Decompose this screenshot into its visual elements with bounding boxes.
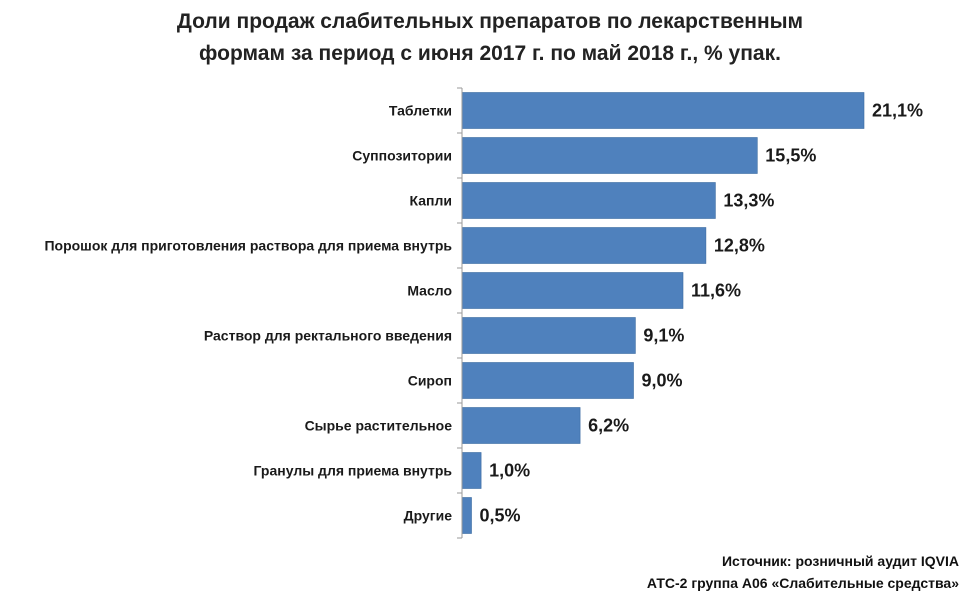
category-label: Другие xyxy=(404,508,453,524)
chart-title: Доли продаж слабительных препаратов по л… xyxy=(90,6,890,70)
bar-8 xyxy=(461,407,581,444)
category-label: Масло xyxy=(407,283,452,299)
value-label: 9,0% xyxy=(642,371,683,391)
value-label: 1,0% xyxy=(489,461,530,481)
category-label: Капли xyxy=(410,193,452,209)
source-note: Источник: розничный аудит IQVIA АТС-2 гр… xyxy=(647,550,959,594)
category-label: Гранулы для приема внутрь xyxy=(254,463,453,479)
category-label: Суппозитории xyxy=(352,148,452,164)
value-label: 11,6% xyxy=(691,281,741,301)
category-label: Порошок для приготовления раствора для п… xyxy=(44,238,452,254)
category-label: Таблетки xyxy=(389,103,452,119)
bar-4 xyxy=(461,227,707,264)
category-label: Раствор для ректального введения xyxy=(204,328,452,344)
value-label: 9,1% xyxy=(643,326,684,346)
value-label: 0,5% xyxy=(480,506,521,526)
source-line-2: АТС-2 группа А06 «Слабительные средства» xyxy=(646,575,959,591)
bar-5 xyxy=(461,272,684,309)
category-label: Сырье растительное xyxy=(305,418,453,434)
value-label: 12,8% xyxy=(714,236,765,256)
bar-1 xyxy=(461,92,865,129)
chart-title-line-2: формам за период с июня 2017 г. по май 2… xyxy=(199,42,781,65)
bar-7 xyxy=(461,362,634,399)
bar-9 xyxy=(461,452,482,489)
bar-3 xyxy=(461,182,716,219)
value-label: 15,5% xyxy=(765,146,816,166)
value-label: 6,2% xyxy=(588,416,629,436)
value-label: 21,1% xyxy=(872,101,923,121)
source-line-1: Источник: розничный аудит IQVIA xyxy=(721,553,959,569)
bar-10 xyxy=(461,497,472,534)
chart-title-line-1: Доли продаж слабительных препаратов по л… xyxy=(176,10,804,33)
bar-6 xyxy=(461,317,636,354)
category-label: Сироп xyxy=(408,373,452,389)
value-label: 13,3% xyxy=(723,191,774,211)
bar-2 xyxy=(461,137,758,174)
